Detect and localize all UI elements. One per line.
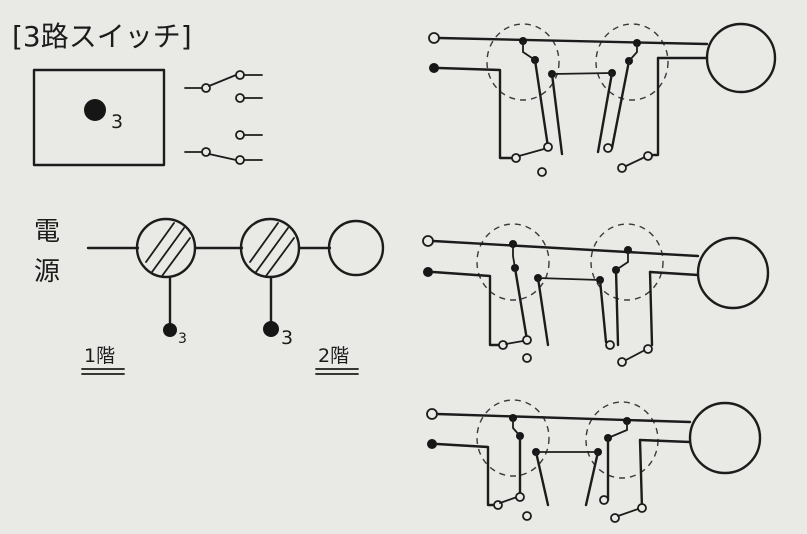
wiring-diagram-2 xyxy=(422,223,770,367)
switch-contact-symbol-bottom xyxy=(184,130,263,165)
floor1-switch xyxy=(163,323,177,337)
diagram-title: [3路スイッチ] xyxy=(12,20,192,53)
switch-contact-symbol-top xyxy=(184,70,263,103)
wiring-2-light xyxy=(696,236,770,310)
single-line-diagram: 3 3 xyxy=(86,217,385,349)
floor1-label: 1階 xyxy=(84,345,115,367)
wiring-diagram-1 xyxy=(428,22,777,177)
wiring-diagram-3 xyxy=(426,399,762,523)
light-fixture xyxy=(327,219,385,277)
floor1-junction-box xyxy=(135,217,197,279)
floor2-junction-box xyxy=(239,217,301,279)
wiring-3-light xyxy=(688,401,762,475)
floor2-switch-label: 3 xyxy=(281,327,293,349)
power-label-1: 電 xyxy=(34,217,60,247)
power-label-2: 源 xyxy=(34,257,60,287)
wiring-1-light xyxy=(705,22,777,94)
floor2-switch xyxy=(263,321,279,337)
switch-plate-label: 3 xyxy=(111,111,123,133)
floor1-switch-label: 3 xyxy=(178,331,187,347)
switch-plate: 3 xyxy=(32,68,166,167)
floor2-label: 2階 xyxy=(318,345,349,367)
